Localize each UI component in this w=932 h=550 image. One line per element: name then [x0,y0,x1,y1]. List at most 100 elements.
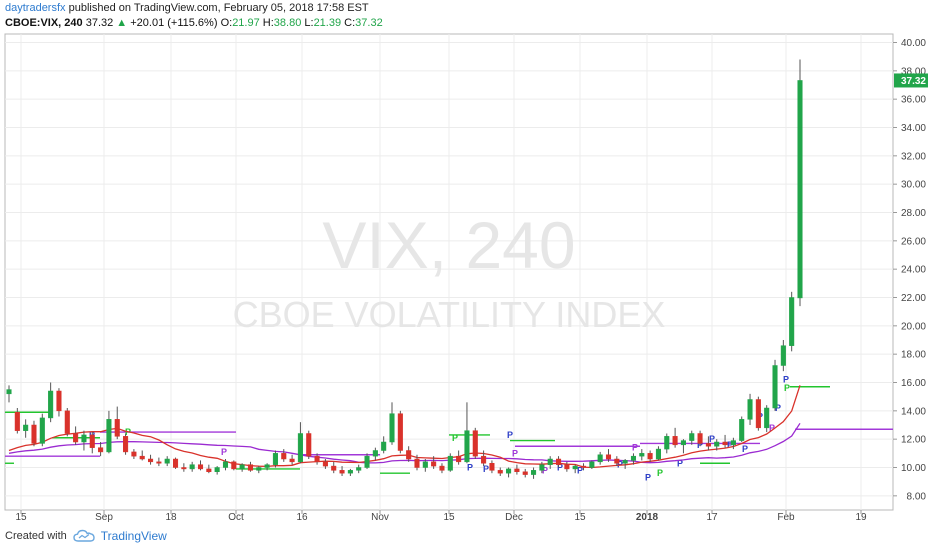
pivot-marker: P [632,443,638,453]
pivot-marker: P [742,444,748,454]
candle-body [264,464,270,468]
candle-body [789,297,795,346]
y-tick-label: 8.00 [907,491,927,502]
candle-body [139,455,145,460]
candle-body [655,448,661,460]
candle-body [73,433,79,443]
publisher-name[interactable]: daytradersfx [5,2,66,14]
candle-body [722,441,728,446]
y-tick-label: 14.00 [901,406,926,417]
footer: Created with TradingView [5,529,167,543]
y-tick-label: 22.00 [901,293,926,304]
candle-body [522,471,528,475]
candle-body [206,468,212,472]
candle-body [422,461,428,468]
sma-fast-line [8,385,801,469]
candle-body [381,441,387,451]
candle-body [630,455,637,461]
candle-body [647,453,653,460]
pivot-marker: P [542,465,548,475]
candle-body [239,464,245,470]
candle-body [439,465,445,471]
y-tick-label: 16.00 [901,378,926,389]
candle-body [497,470,503,474]
x-tick-label: 15 [574,512,586,523]
symbol-label: CBOE:VIX, 240 [5,17,83,29]
pivot-marker: P [512,448,518,458]
tradingview-cloud-icon[interactable] [73,529,95,543]
candle-body [289,458,295,463]
x-tick-label: 15 [443,512,455,523]
candle-body [372,450,378,457]
x-tick-label: 2018 [636,512,659,523]
last-price-text: 37.32 [901,76,926,87]
candle-body [605,454,612,460]
tradingview-brand[interactable]: TradingView [100,529,167,543]
candle-body [89,434,95,448]
candle-body [730,440,736,446]
candle-body [547,458,553,465]
candle-body [705,443,711,447]
candle-body [572,465,578,470]
y-tick-label: 28.00 [901,208,926,219]
candles [6,59,803,479]
candle-body [281,453,287,460]
created-with-text: Created with [5,530,67,542]
candle-body [406,450,412,460]
candle-body [697,433,703,444]
y-tick-label: 38.00 [901,66,926,77]
candle-body [98,447,104,453]
time-axis[interactable]: 15 Sep 18 Oct 16 Nov 15 Dec 15 2018 17 Feb 19 [15,510,867,523]
publish-info: daytradersfx published on TradingView.co… [5,2,369,14]
candle-body [739,419,745,441]
pivot-marker: P [467,463,473,473]
candle-body [764,407,770,429]
sma-slow-line [8,422,801,464]
pivot-marker: P [483,464,489,474]
candle-body [589,461,595,468]
candle-body [680,440,686,446]
high-label: H: [262,17,274,29]
candle-body [189,464,195,470]
close-value: 37.32 [355,17,383,29]
candle-body [414,458,420,468]
candle-body [431,461,437,467]
published-text: published on TradingView.com, February 0… [68,2,369,14]
candle-body [222,461,229,468]
low-label: L: [304,17,314,29]
x-tick-label: Nov [371,512,389,523]
x-tick-label: Dec [505,512,523,523]
low-value: 21.39 [313,17,342,29]
candle-body [306,433,312,457]
candle-body [322,461,328,467]
pivot-marker: P [645,472,651,482]
x-tick-label: 19 [855,512,867,523]
candle-body [23,424,29,431]
x-tick-label: Feb [777,512,795,523]
y-tick-label: 18.00 [901,350,926,361]
candle-body [272,453,278,465]
candle-body [447,455,453,471]
candle-body [339,470,345,474]
candle-body [772,365,778,409]
pivot-marker: P [452,433,458,443]
candle-body [314,455,320,463]
candle-body [472,430,478,457]
x-tick-label: Oct [228,512,244,523]
candle-body [197,464,204,470]
x-tick-label: 15 [15,512,27,523]
y-tick-label: 34.00 [901,123,926,134]
candle-body [6,389,12,395]
candle-body [56,390,62,412]
candle-body [714,441,720,447]
x-tick-label: Sep [95,512,113,523]
pivot-levels: PPPPPPPPPPPPPPPPPPPPPPPPP [5,375,893,482]
y-tick-label: 10.00 [901,463,926,474]
candle-body [397,413,403,451]
pivot-marker: P [769,423,775,433]
candle-body [331,465,337,471]
price-axis[interactable]: 8.00 10.00 12.00 14.00 16.00 18.00 20.00 22.00 2… [893,38,926,502]
candle-body [48,390,54,419]
grid [5,34,893,510]
